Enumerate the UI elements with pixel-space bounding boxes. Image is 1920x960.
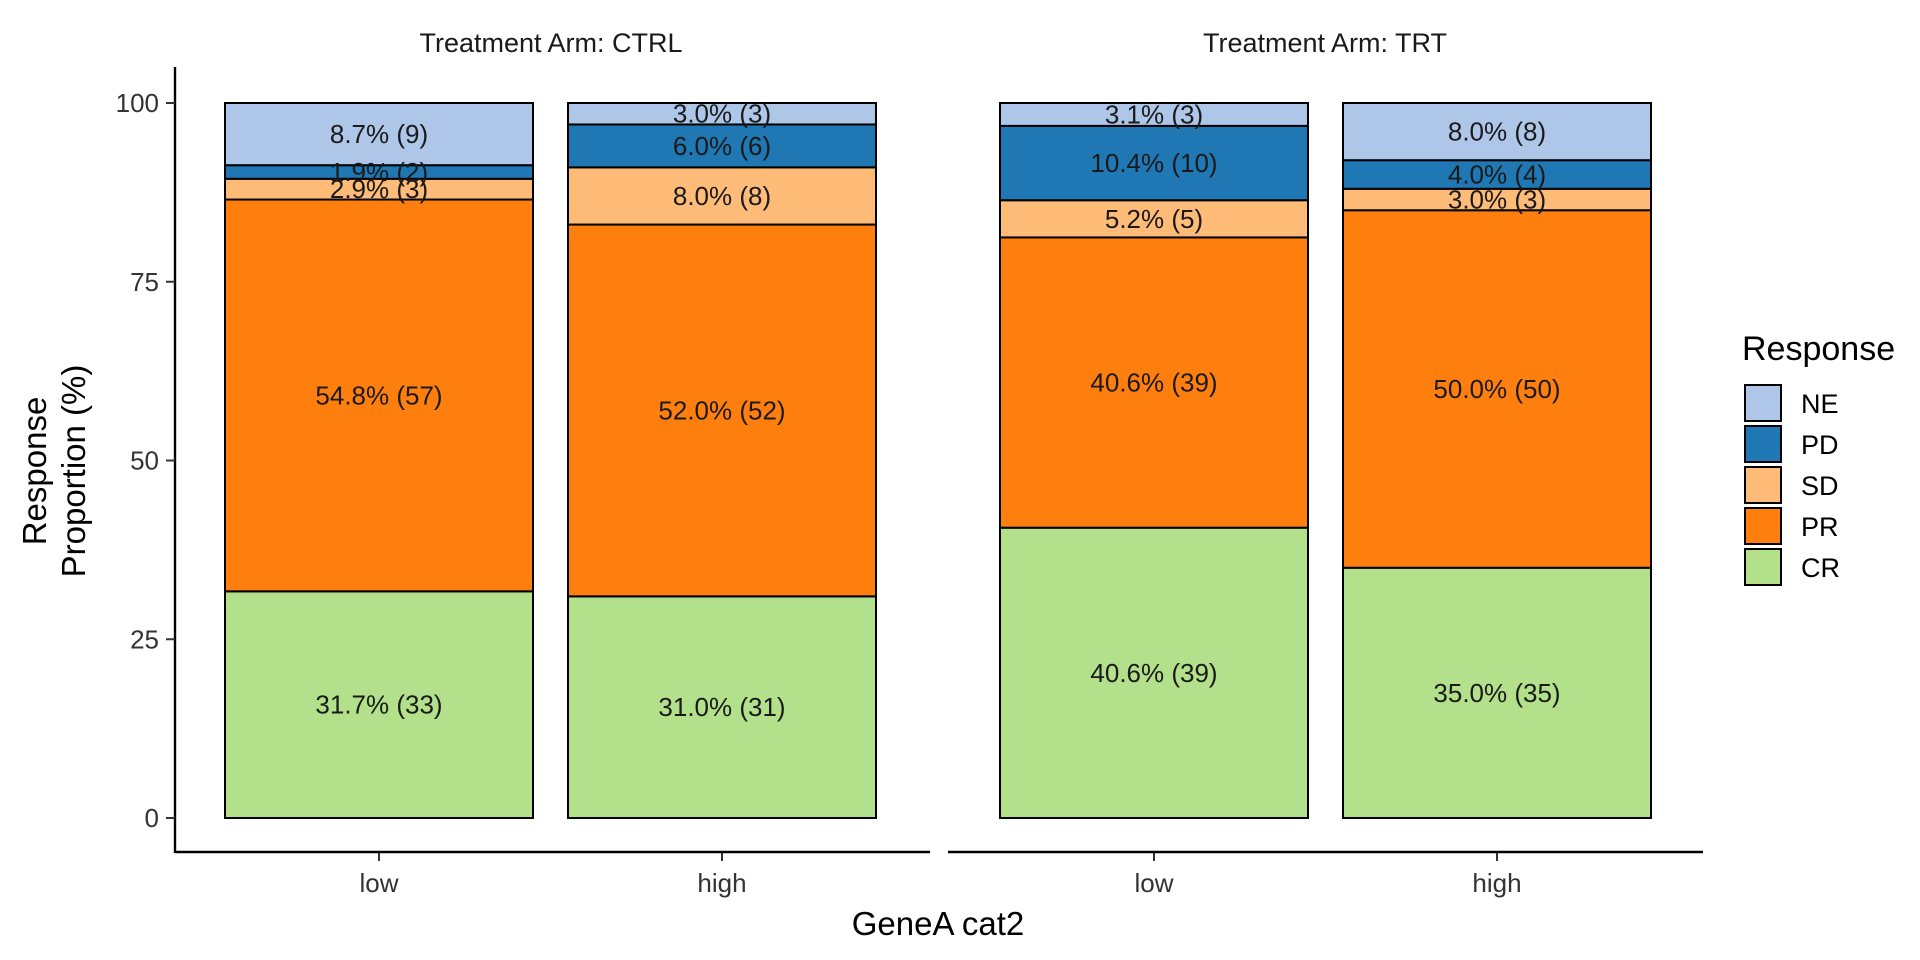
x-tick-label: high (1472, 868, 1521, 898)
bar-segment-ne (999, 102, 1309, 127)
segment-data-label: 3.1% (3) (1105, 99, 1203, 129)
bar-segment-pr (224, 198, 534, 593)
legend-title: Response (1742, 330, 1895, 368)
segment-data-label: 31.0% (31) (658, 692, 785, 722)
legend-label: PD (1801, 430, 1839, 460)
bar-segment-cr (999, 526, 1309, 820)
y-tick-label: 75 (130, 267, 159, 297)
segment-data-label: 8.7% (9) (330, 119, 428, 149)
stacked-bar: 31.0% (31) 52.0% (52) 8.0% (8) 6.0% (6)3.0%… (567, 99, 877, 819)
segment-data-label: 3.0% (3) (1448, 185, 1546, 215)
bar-segment-sd (999, 199, 1309, 239)
y-axis-title-line-2: Proportion (%) (55, 365, 92, 578)
segment-data-label: 3.0% (3) (673, 99, 771, 129)
axes-layer: 0 25 50 75 100 GeneA cat2 Response Proportio… (16, 67, 1703, 942)
segment-data-label: 1.9% (2) (330, 157, 428, 187)
legend-swatch (1744, 384, 1782, 422)
segment-data-label: 10.4% (10) (1090, 148, 1217, 178)
y-axis-title: Response Proportion (%) (16, 365, 92, 578)
bar-segment-sd (567, 166, 877, 226)
legend-entries: NE PD SD PR CR (1744, 384, 1840, 586)
segment-data-label: 35.0% (35) (1433, 678, 1560, 708)
legend-swatch (1744, 425, 1782, 463)
legend-label: SD (1801, 471, 1839, 501)
panels-layer: Treatment Arm: CTRL 31.7% (33) 54.8% (57) 2… (224, 28, 1652, 898)
facet-strip-title: Treatment Arm: TRT (1203, 28, 1447, 58)
y-tick-label: 0 (145, 803, 159, 833)
stacked-bar: 35.0% (35) 50.0% (50) 3.0% (3)4.0% (4) 8.0%… (1342, 102, 1652, 819)
segment-data-label: 52.0% (52) (658, 395, 785, 425)
legend-swatch (1744, 466, 1782, 504)
bar-segment-pd (567, 123, 877, 169)
bar-segment-pr (1342, 209, 1652, 569)
bar-segment-pr (999, 236, 1309, 529)
legend-entry-pr: PR (1744, 507, 1839, 545)
y-ticks: 0 25 50 75 100 (116, 88, 175, 833)
legend-label: NE (1801, 389, 1839, 419)
stacked-bar: 40.6% (39) 40.6% (39) 5.2% (5) 10.4% (10) 3.… (999, 99, 1309, 820)
legend-swatch (1744, 507, 1782, 545)
segment-data-label: 6.0% (6) (673, 131, 771, 161)
legend-entry-cr: CR (1744, 548, 1840, 586)
legend: Response NE PD SD PR CR (1742, 330, 1895, 586)
facet-strip-title: Treatment Arm: CTRL (419, 28, 682, 58)
segment-data-label: 31.7% (33) (315, 690, 442, 720)
x-tick-label: high (697, 868, 746, 898)
bar-segment-pd (999, 124, 1309, 202)
legend-entry-pd: PD (1744, 425, 1839, 463)
legend-entry-ne: NE (1744, 384, 1839, 422)
bar-segment-cr (1342, 566, 1652, 819)
segment-data-label: 2.9% (3) (330, 174, 428, 204)
bar-segment-pd (1342, 159, 1652, 190)
legend-label: CR (1801, 553, 1840, 583)
y-tick-label: 25 (130, 624, 159, 654)
stacked-bar: 31.7% (33) 54.8% (57) 2.9% (3)1.9% (2) 8.7%… (224, 102, 534, 819)
segment-data-label: 50.0% (50) (1433, 374, 1560, 404)
bar-segment-cr (224, 590, 534, 819)
segment-data-label: 4.0% (4) (1448, 160, 1546, 190)
x-axis-title: GeneA cat2 (852, 905, 1024, 942)
legend-entry-sd: SD (1744, 466, 1839, 504)
segment-data-label: 40.6% (39) (1090, 658, 1217, 688)
segment-data-label: 8.0% (8) (1448, 117, 1546, 147)
legend-label: PR (1801, 512, 1839, 542)
legend-swatch (1744, 548, 1782, 586)
y-axis-title-line-1: Response (16, 397, 53, 546)
y-tick-label: 100 (116, 88, 159, 118)
segment-data-label: 40.6% (39) (1090, 368, 1217, 398)
y-tick-label: 50 (130, 446, 159, 476)
segment-data-label: 8.0% (8) (673, 181, 771, 211)
bar-segment-cr (567, 595, 877, 819)
segment-data-label: 54.8% (57) (315, 380, 442, 410)
x-tick-label: low (359, 868, 398, 898)
facet-panel: Treatment Arm: CTRL 31.7% (33) 54.8% (57) 2… (224, 28, 877, 898)
bar-segment-ne (567, 102, 877, 126)
facet-panel: Treatment Arm: TRT 40.6% (39) 40.6% (39) 5.… (999, 28, 1652, 898)
bar-segment-ne (224, 102, 534, 167)
bar-segment-pr (567, 223, 877, 598)
bar-segment-ne (1342, 102, 1652, 162)
segment-data-label: 5.2% (5) (1105, 204, 1203, 234)
x-tick-label: low (1134, 868, 1173, 898)
